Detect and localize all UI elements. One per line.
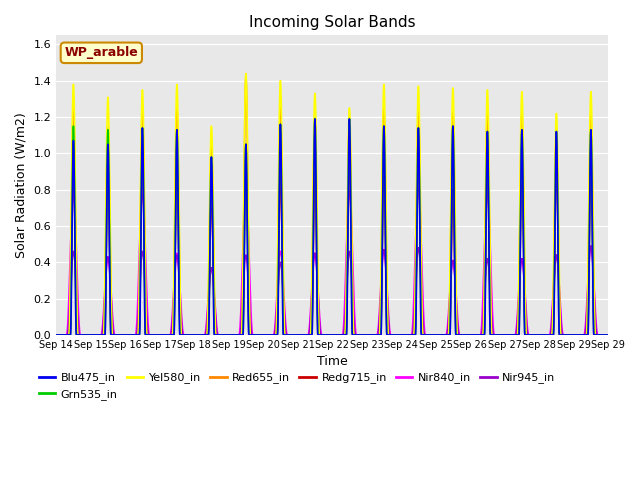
Line: Yel580_in: Yel580_in xyxy=(56,73,608,335)
Nir945_in xyxy=(80,332,88,338)
Grn535_in xyxy=(403,332,411,338)
Redg715_in xyxy=(461,332,469,338)
Redg715_in xyxy=(491,332,499,338)
Nir840_in xyxy=(461,332,469,338)
Nir945_in xyxy=(379,254,387,260)
Nir945_in xyxy=(403,332,411,338)
Yel580_in xyxy=(461,332,469,338)
Nir840_in xyxy=(80,332,88,338)
Title: Incoming Solar Bands: Incoming Solar Bands xyxy=(249,15,415,30)
Grn535_in xyxy=(80,332,88,338)
Blu475_in xyxy=(379,188,387,194)
Red655_in xyxy=(461,332,469,338)
Blu475_in xyxy=(461,332,469,338)
Y-axis label: Solar Radiation (W/m2): Solar Radiation (W/m2) xyxy=(15,112,28,258)
Blu475_in xyxy=(80,332,88,338)
Red655_in xyxy=(52,332,60,338)
Redg715_in xyxy=(80,332,88,338)
Line: Redg715_in: Redg715_in xyxy=(56,144,608,335)
Nir945_in xyxy=(587,243,595,249)
Nir840_in xyxy=(491,332,499,338)
Blu475_in xyxy=(403,332,411,338)
Yel580_in xyxy=(379,117,387,123)
Yel580_in xyxy=(80,332,88,338)
Red655_in xyxy=(252,332,260,338)
Yel580_in xyxy=(52,332,60,338)
Grn535_in xyxy=(604,332,612,338)
Nir945_in xyxy=(604,332,612,338)
Line: Blu475_in: Blu475_in xyxy=(56,119,608,335)
Grn535_in xyxy=(379,182,387,188)
Line: Nir945_in: Nir945_in xyxy=(56,246,608,335)
Nir840_in xyxy=(252,332,260,338)
Redg715_in xyxy=(403,332,411,338)
Blu475_in xyxy=(311,116,319,122)
Blu475_in xyxy=(604,332,612,338)
Line: Grn535_in: Grn535_in xyxy=(56,119,608,335)
Yel580_in xyxy=(604,332,612,338)
Redg715_in xyxy=(242,142,250,147)
Red655_in xyxy=(403,332,411,338)
Red655_in xyxy=(80,332,88,338)
Redg715_in xyxy=(379,203,387,208)
Nir840_in xyxy=(604,332,612,338)
Blu475_in xyxy=(252,332,260,338)
Text: WP_arable: WP_arable xyxy=(65,46,138,60)
Nir840_in xyxy=(403,332,411,338)
Nir840_in xyxy=(52,332,60,338)
Nir945_in xyxy=(461,332,469,338)
Line: Red655_in: Red655_in xyxy=(56,77,608,335)
Yel580_in xyxy=(252,332,260,338)
Nir945_in xyxy=(491,332,499,338)
Yel580_in xyxy=(242,71,250,76)
Nir945_in xyxy=(52,332,60,338)
Red655_in xyxy=(379,143,387,148)
Grn535_in xyxy=(461,332,469,338)
Grn535_in xyxy=(311,116,319,122)
Redg715_in xyxy=(52,332,60,338)
Grn535_in xyxy=(252,332,260,338)
Yel580_in xyxy=(491,332,499,338)
Redg715_in xyxy=(252,332,260,338)
Yel580_in xyxy=(403,332,411,338)
Legend: Blu475_in, Grn535_in, Yel580_in, Red655_in, Redg715_in, Nir840_in, Nir945_in: Blu475_in, Grn535_in, Yel580_in, Red655_… xyxy=(34,368,560,404)
Redg715_in xyxy=(604,332,612,338)
Blu475_in xyxy=(491,332,499,338)
Nir840_in xyxy=(379,252,387,258)
Blu475_in xyxy=(52,332,60,338)
Nir840_in xyxy=(242,187,250,192)
Red655_in xyxy=(604,332,612,338)
Grn535_in xyxy=(52,332,60,338)
Red655_in xyxy=(491,332,499,338)
X-axis label: Time: Time xyxy=(317,355,348,368)
Nir945_in xyxy=(252,332,260,338)
Line: Nir840_in: Nir840_in xyxy=(56,190,608,335)
Grn535_in xyxy=(491,332,499,338)
Red655_in xyxy=(242,74,250,80)
